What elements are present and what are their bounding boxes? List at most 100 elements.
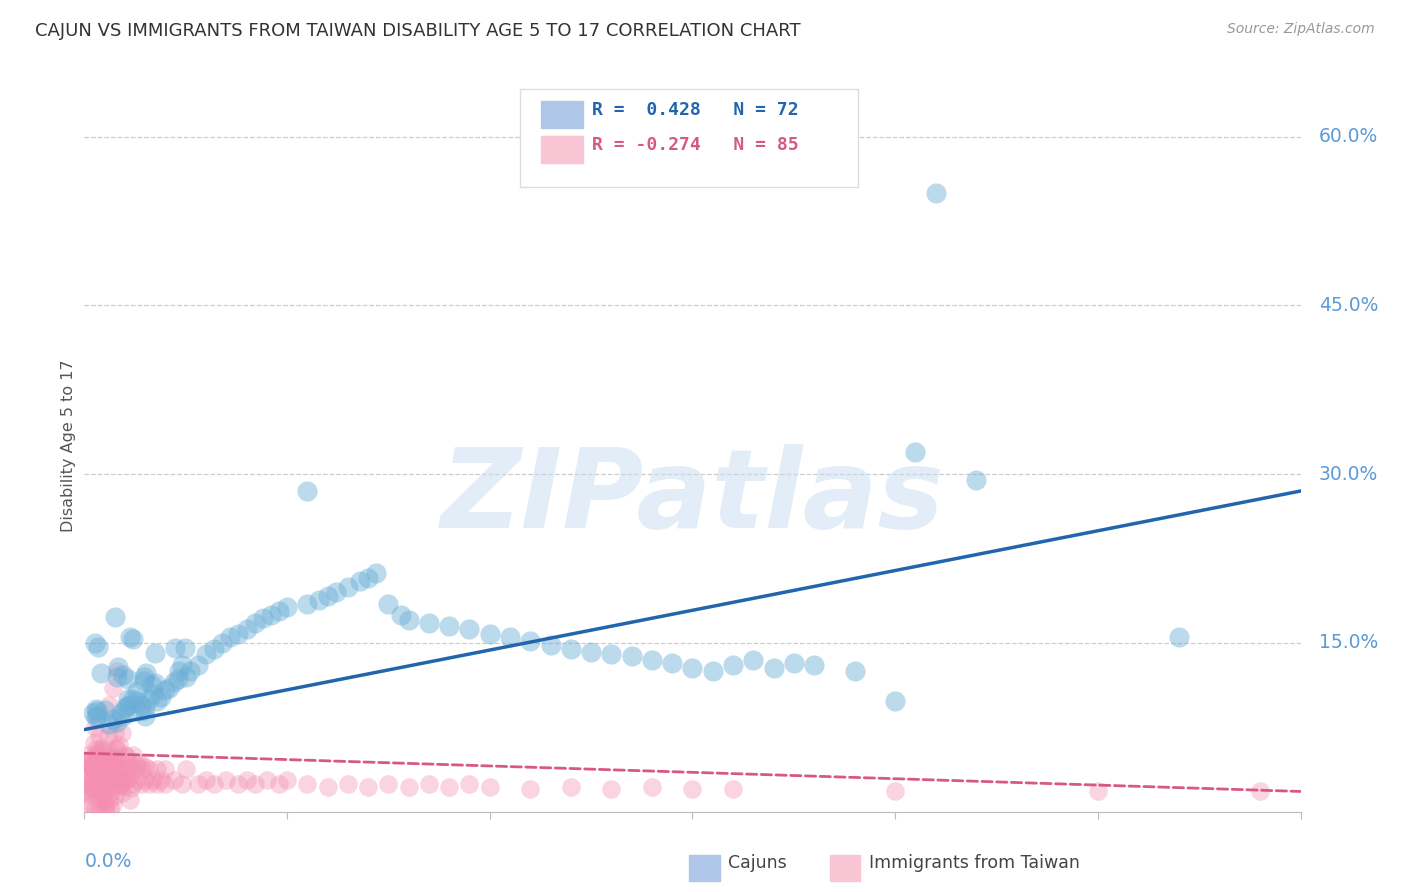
Point bbox=[519, 782, 541, 797]
Point bbox=[143, 675, 166, 690]
Text: R =  0.428   N = 72: R = 0.428 N = 72 bbox=[592, 101, 799, 119]
Point bbox=[120, 792, 142, 806]
Point bbox=[155, 762, 177, 776]
Point bbox=[125, 694, 148, 708]
Point bbox=[101, 765, 124, 780]
Point bbox=[458, 623, 481, 637]
Point bbox=[110, 765, 132, 780]
Point bbox=[228, 776, 250, 790]
Point bbox=[108, 779, 131, 793]
Point bbox=[418, 615, 440, 630]
Point bbox=[115, 698, 138, 713]
Point bbox=[418, 776, 440, 790]
Point bbox=[884, 694, 907, 708]
Point bbox=[103, 789, 125, 803]
Point bbox=[187, 776, 209, 790]
Point bbox=[179, 664, 201, 678]
Point bbox=[439, 780, 461, 794]
Text: 60.0%: 60.0% bbox=[1319, 127, 1378, 146]
Point bbox=[129, 756, 152, 770]
Point bbox=[803, 658, 825, 673]
Point bbox=[90, 796, 112, 810]
Point bbox=[105, 743, 128, 757]
Point bbox=[75, 801, 97, 815]
Point bbox=[267, 776, 290, 790]
Point bbox=[76, 747, 98, 762]
Point bbox=[138, 776, 160, 790]
Point bbox=[89, 755, 111, 769]
Point bbox=[110, 706, 132, 720]
Point bbox=[316, 589, 339, 603]
Point bbox=[600, 782, 623, 797]
Point bbox=[118, 698, 141, 712]
Point bbox=[235, 773, 257, 788]
Point bbox=[702, 664, 724, 678]
Point bbox=[115, 749, 138, 764]
Point bbox=[600, 647, 623, 661]
Point bbox=[93, 795, 115, 809]
Point bbox=[349, 574, 371, 588]
Point bbox=[112, 709, 135, 723]
Point bbox=[146, 776, 169, 790]
Text: CAJUN VS IMMIGRANTS FROM TAIWAN DISABILITY AGE 5 TO 17 CORRELATION CHART: CAJUN VS IMMIGRANTS FROM TAIWAN DISABILI… bbox=[35, 22, 801, 40]
Point bbox=[105, 741, 128, 756]
Point bbox=[357, 571, 380, 585]
Point bbox=[560, 641, 582, 656]
Point bbox=[478, 627, 501, 641]
Point bbox=[89, 791, 111, 805]
Point bbox=[398, 780, 420, 794]
Point bbox=[108, 772, 131, 787]
Point bbox=[86, 748, 108, 763]
Point bbox=[108, 780, 131, 794]
Point bbox=[97, 717, 120, 731]
Point bbox=[117, 672, 139, 686]
Point bbox=[118, 771, 141, 785]
Point bbox=[82, 773, 104, 788]
Point bbox=[94, 801, 117, 815]
Point bbox=[141, 678, 163, 692]
Point bbox=[101, 681, 124, 695]
Point bbox=[925, 186, 948, 200]
Point bbox=[134, 701, 156, 715]
Point bbox=[142, 773, 165, 788]
Point bbox=[101, 776, 124, 790]
Point bbox=[194, 647, 218, 661]
Point bbox=[134, 773, 156, 788]
Point bbox=[142, 687, 165, 701]
Point bbox=[87, 756, 110, 771]
Point bbox=[162, 773, 184, 788]
Point bbox=[297, 597, 319, 611]
Point bbox=[93, 703, 115, 717]
Point bbox=[122, 776, 145, 790]
Point bbox=[336, 776, 359, 790]
Point bbox=[84, 783, 107, 797]
Point bbox=[844, 664, 866, 678]
Point bbox=[398, 614, 420, 628]
Text: 0.0%: 0.0% bbox=[84, 852, 132, 871]
Point bbox=[105, 664, 128, 678]
Point bbox=[170, 776, 193, 790]
Point bbox=[174, 670, 197, 684]
Y-axis label: Disability Age 5 to 17: Disability Age 5 to 17 bbox=[60, 359, 76, 533]
Point bbox=[260, 607, 283, 622]
Point bbox=[90, 753, 112, 767]
Point bbox=[129, 698, 152, 712]
Point bbox=[155, 776, 177, 790]
Point bbox=[83, 736, 105, 750]
Point bbox=[146, 762, 169, 776]
Point bbox=[101, 713, 124, 727]
Point bbox=[276, 599, 298, 614]
Point bbox=[150, 690, 173, 704]
Text: R = -0.274   N = 85: R = -0.274 N = 85 bbox=[592, 136, 799, 154]
Point bbox=[97, 793, 120, 807]
Point bbox=[114, 748, 136, 763]
Point bbox=[90, 773, 112, 788]
Point bbox=[87, 729, 110, 743]
Point bbox=[297, 483, 319, 498]
Point bbox=[105, 761, 128, 775]
Point bbox=[76, 764, 98, 779]
Point bbox=[215, 773, 238, 788]
Point bbox=[75, 785, 97, 799]
Point bbox=[276, 773, 298, 788]
Point bbox=[100, 756, 122, 770]
